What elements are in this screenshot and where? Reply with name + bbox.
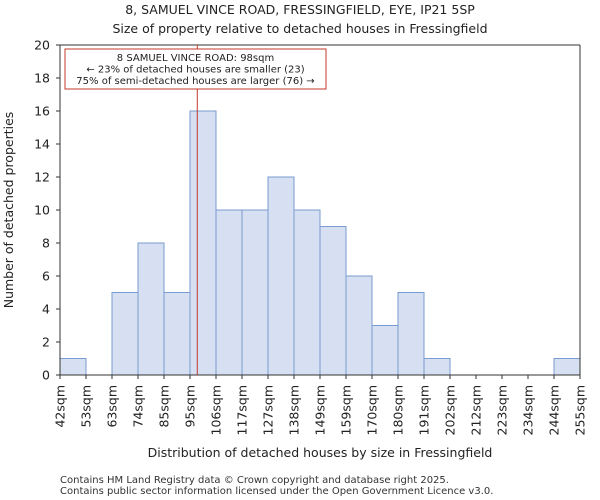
x-tick-label-42sqm: 42sqm — [53, 385, 68, 428]
y-axis-label: Number of detached properties — [1, 112, 16, 309]
bar-106sqm — [215, 209, 243, 376]
bar-244sqm — [553, 358, 581, 376]
bar-63sqm — [111, 292, 139, 376]
x-axis-label: Distribution of detached houses by size … — [148, 445, 493, 460]
y-tick-label-20: 20 — [34, 38, 50, 53]
x-tick-label-85sqm: 85sqm — [157, 385, 172, 428]
annotation-box: 8 SAMUEL VINCE ROAD: 98sqm ← 23% of deta… — [64, 48, 327, 90]
x-tick-label-255sqm: 255sqm — [573, 385, 588, 435]
x-tick-label-191sqm: 191sqm — [417, 385, 432, 435]
y-tick-label-6: 6 — [42, 269, 50, 284]
x-tick-label-212sqm: 212sqm — [469, 385, 484, 435]
x-tick-label-223sqm: 223sqm — [495, 385, 510, 435]
y-tick-label-18: 18 — [34, 71, 50, 86]
annotation-line3: 75% of semi-detached houses are larger (… — [76, 76, 314, 87]
y-tick-label-12: 12 — [34, 170, 50, 185]
x-tick-label-127sqm: 127sqm — [261, 385, 276, 435]
bar-117sqm — [241, 209, 269, 376]
bar-159sqm — [345, 275, 373, 376]
chart-title-line2: Size of property relative to detached ho… — [112, 21, 487, 36]
x-tick-label-159sqm: 159sqm — [339, 385, 354, 435]
annotation-line1: 8 SAMUEL VINCE ROAD: 98sqm — [117, 53, 274, 64]
bar-74sqm — [137, 242, 165, 376]
footer-line1: Contains HM Land Registry data © Crown c… — [60, 475, 449, 486]
x-tick-label-234sqm: 234sqm — [521, 385, 536, 435]
y-tick-label-16: 16 — [34, 104, 50, 119]
y-tick-label-8: 8 — [42, 236, 50, 251]
bar-180sqm — [397, 292, 425, 376]
x-tick-label-95sqm: 95sqm — [183, 385, 198, 428]
y-tick-label-2: 2 — [42, 335, 50, 350]
footer-line2: Contains public sector information licen… — [60, 486, 493, 497]
bar-95sqm — [189, 110, 217, 376]
y-tick-label-4: 4 — [42, 302, 50, 317]
x-tick-label-138sqm: 138sqm — [287, 385, 302, 435]
x-tick-label-117sqm: 117sqm — [235, 385, 250, 435]
x-tick-label-106sqm: 106sqm — [209, 385, 224, 435]
y-tick-label-0: 0 — [42, 368, 50, 383]
bars-group — [59, 110, 581, 376]
bar-85sqm — [163, 292, 191, 376]
y-tick-label-10: 10 — [34, 203, 50, 218]
x-tick-label-53sqm: 53sqm — [79, 385, 94, 428]
x-tick-label-202sqm: 202sqm — [443, 385, 458, 435]
x-tick-label-170sqm: 170sqm — [365, 385, 380, 435]
x-tick-label-63sqm: 63sqm — [105, 385, 120, 428]
x-tick-label-180sqm: 180sqm — [391, 385, 406, 435]
chart-title-line1: 8, SAMUEL VINCE ROAD, FRESSINGFIELD, EYE… — [125, 2, 475, 17]
axes-group: 0 2 4 6 8 10 12 14 16 18 20 42sqm 53sqm 63sqm 74sqm 85s… — [34, 38, 587, 436]
x-tick-label-149sqm: 149sqm — [313, 385, 328, 435]
x-tick-label-244sqm: 244sqm — [547, 385, 562, 435]
bar-191sqm — [423, 358, 451, 376]
bar-127sqm — [267, 176, 295, 376]
bar-149sqm — [319, 226, 347, 376]
annotation-border — [64, 48, 327, 90]
bar-42sqm — [59, 358, 87, 376]
bar-170sqm — [371, 325, 399, 376]
bar-138sqm — [293, 209, 321, 376]
y-tick-label-14: 14 — [34, 137, 50, 152]
x-tick-label-74sqm: 74sqm — [131, 385, 146, 428]
annotation-line2: ← 23% of detached houses are smaller (23… — [86, 65, 304, 76]
